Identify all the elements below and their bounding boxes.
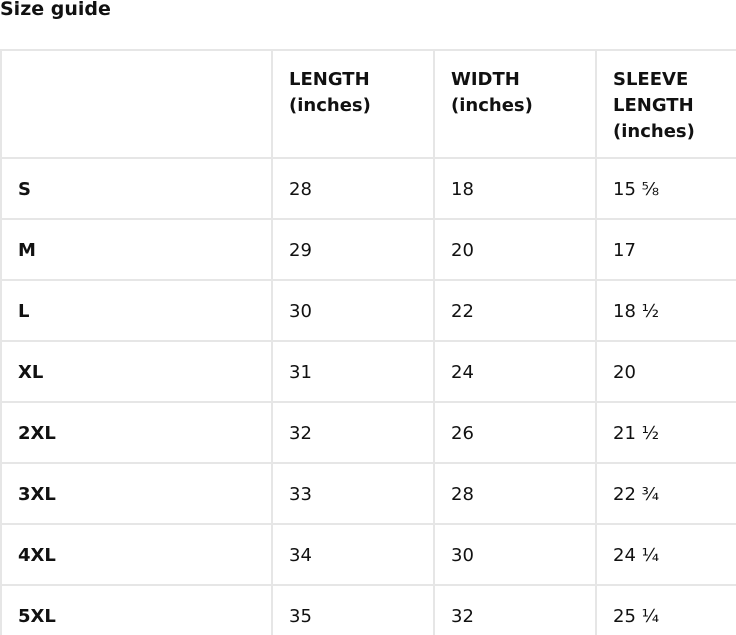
measurement-cell: 26 bbox=[433, 401, 597, 464]
column-header: SLEEVE LENGTH (inches) bbox=[595, 49, 736, 159]
page-title: Size guide bbox=[0, 0, 111, 20]
measurement-cell: 22 ¾ bbox=[595, 462, 736, 525]
measurement-cell: 20 bbox=[433, 218, 597, 281]
measurement-cell: 30 bbox=[271, 279, 435, 342]
measurement-cell: 24 bbox=[433, 340, 597, 403]
size-label: 4XL bbox=[0, 523, 273, 586]
measurement-cell: 20 bbox=[595, 340, 736, 403]
size-label: M bbox=[0, 218, 273, 281]
column-header bbox=[0, 49, 273, 159]
measurement-cell: 18 ½ bbox=[595, 279, 736, 342]
table-row: XL 31 24 20 bbox=[0, 340, 736, 403]
measurement-cell: 15 ⅝ bbox=[595, 157, 736, 220]
table-row: 4XL 34 30 24 ¼ bbox=[0, 523, 736, 586]
measurement-cell: 33 bbox=[271, 462, 435, 525]
table-row: 3XL 33 28 22 ¾ bbox=[0, 462, 736, 525]
table-row: 5XL 35 32 25 ¼ bbox=[0, 584, 736, 635]
header-row: LENGTH (inches) WIDTH (inches) SLEEVE LENG… bbox=[0, 49, 736, 159]
table-row: L 30 22 18 ½ bbox=[0, 279, 736, 342]
size-label: S bbox=[0, 157, 273, 220]
table-row: S 28 18 15 ⅝ bbox=[0, 157, 736, 220]
measurement-cell: 24 ¼ bbox=[595, 523, 736, 586]
size-label: L bbox=[0, 279, 273, 342]
size-label: XL bbox=[0, 340, 273, 403]
size-label: 3XL bbox=[0, 462, 273, 525]
measurement-cell: 32 bbox=[271, 401, 435, 464]
measurement-cell: 28 bbox=[271, 157, 435, 220]
table-row: M 29 20 17 bbox=[0, 218, 736, 281]
measurement-cell: 34 bbox=[271, 523, 435, 586]
table-row: 2XL 32 26 21 ½ bbox=[0, 401, 736, 464]
measurement-cell: 25 ¼ bbox=[595, 584, 736, 635]
measurement-cell: 30 bbox=[433, 523, 597, 586]
measurement-cell: 22 bbox=[433, 279, 597, 342]
measurement-cell: 18 bbox=[433, 157, 597, 220]
measurement-cell: 29 bbox=[271, 218, 435, 281]
size-label: 2XL bbox=[0, 401, 273, 464]
measurement-cell: 35 bbox=[271, 584, 435, 635]
measurement-cell: 21 ½ bbox=[595, 401, 736, 464]
column-header: WIDTH (inches) bbox=[433, 49, 597, 159]
measurement-cell: 32 bbox=[433, 584, 597, 635]
measurement-cell: 17 bbox=[595, 218, 736, 281]
size-guide-table: LENGTH (inches) WIDTH (inches) SLEEVE LENG… bbox=[0, 49, 736, 635]
measurement-cell: 31 bbox=[271, 340, 435, 403]
column-header: LENGTH (inches) bbox=[271, 49, 435, 159]
measurement-cell: 28 bbox=[433, 462, 597, 525]
size-label: 5XL bbox=[0, 584, 273, 635]
